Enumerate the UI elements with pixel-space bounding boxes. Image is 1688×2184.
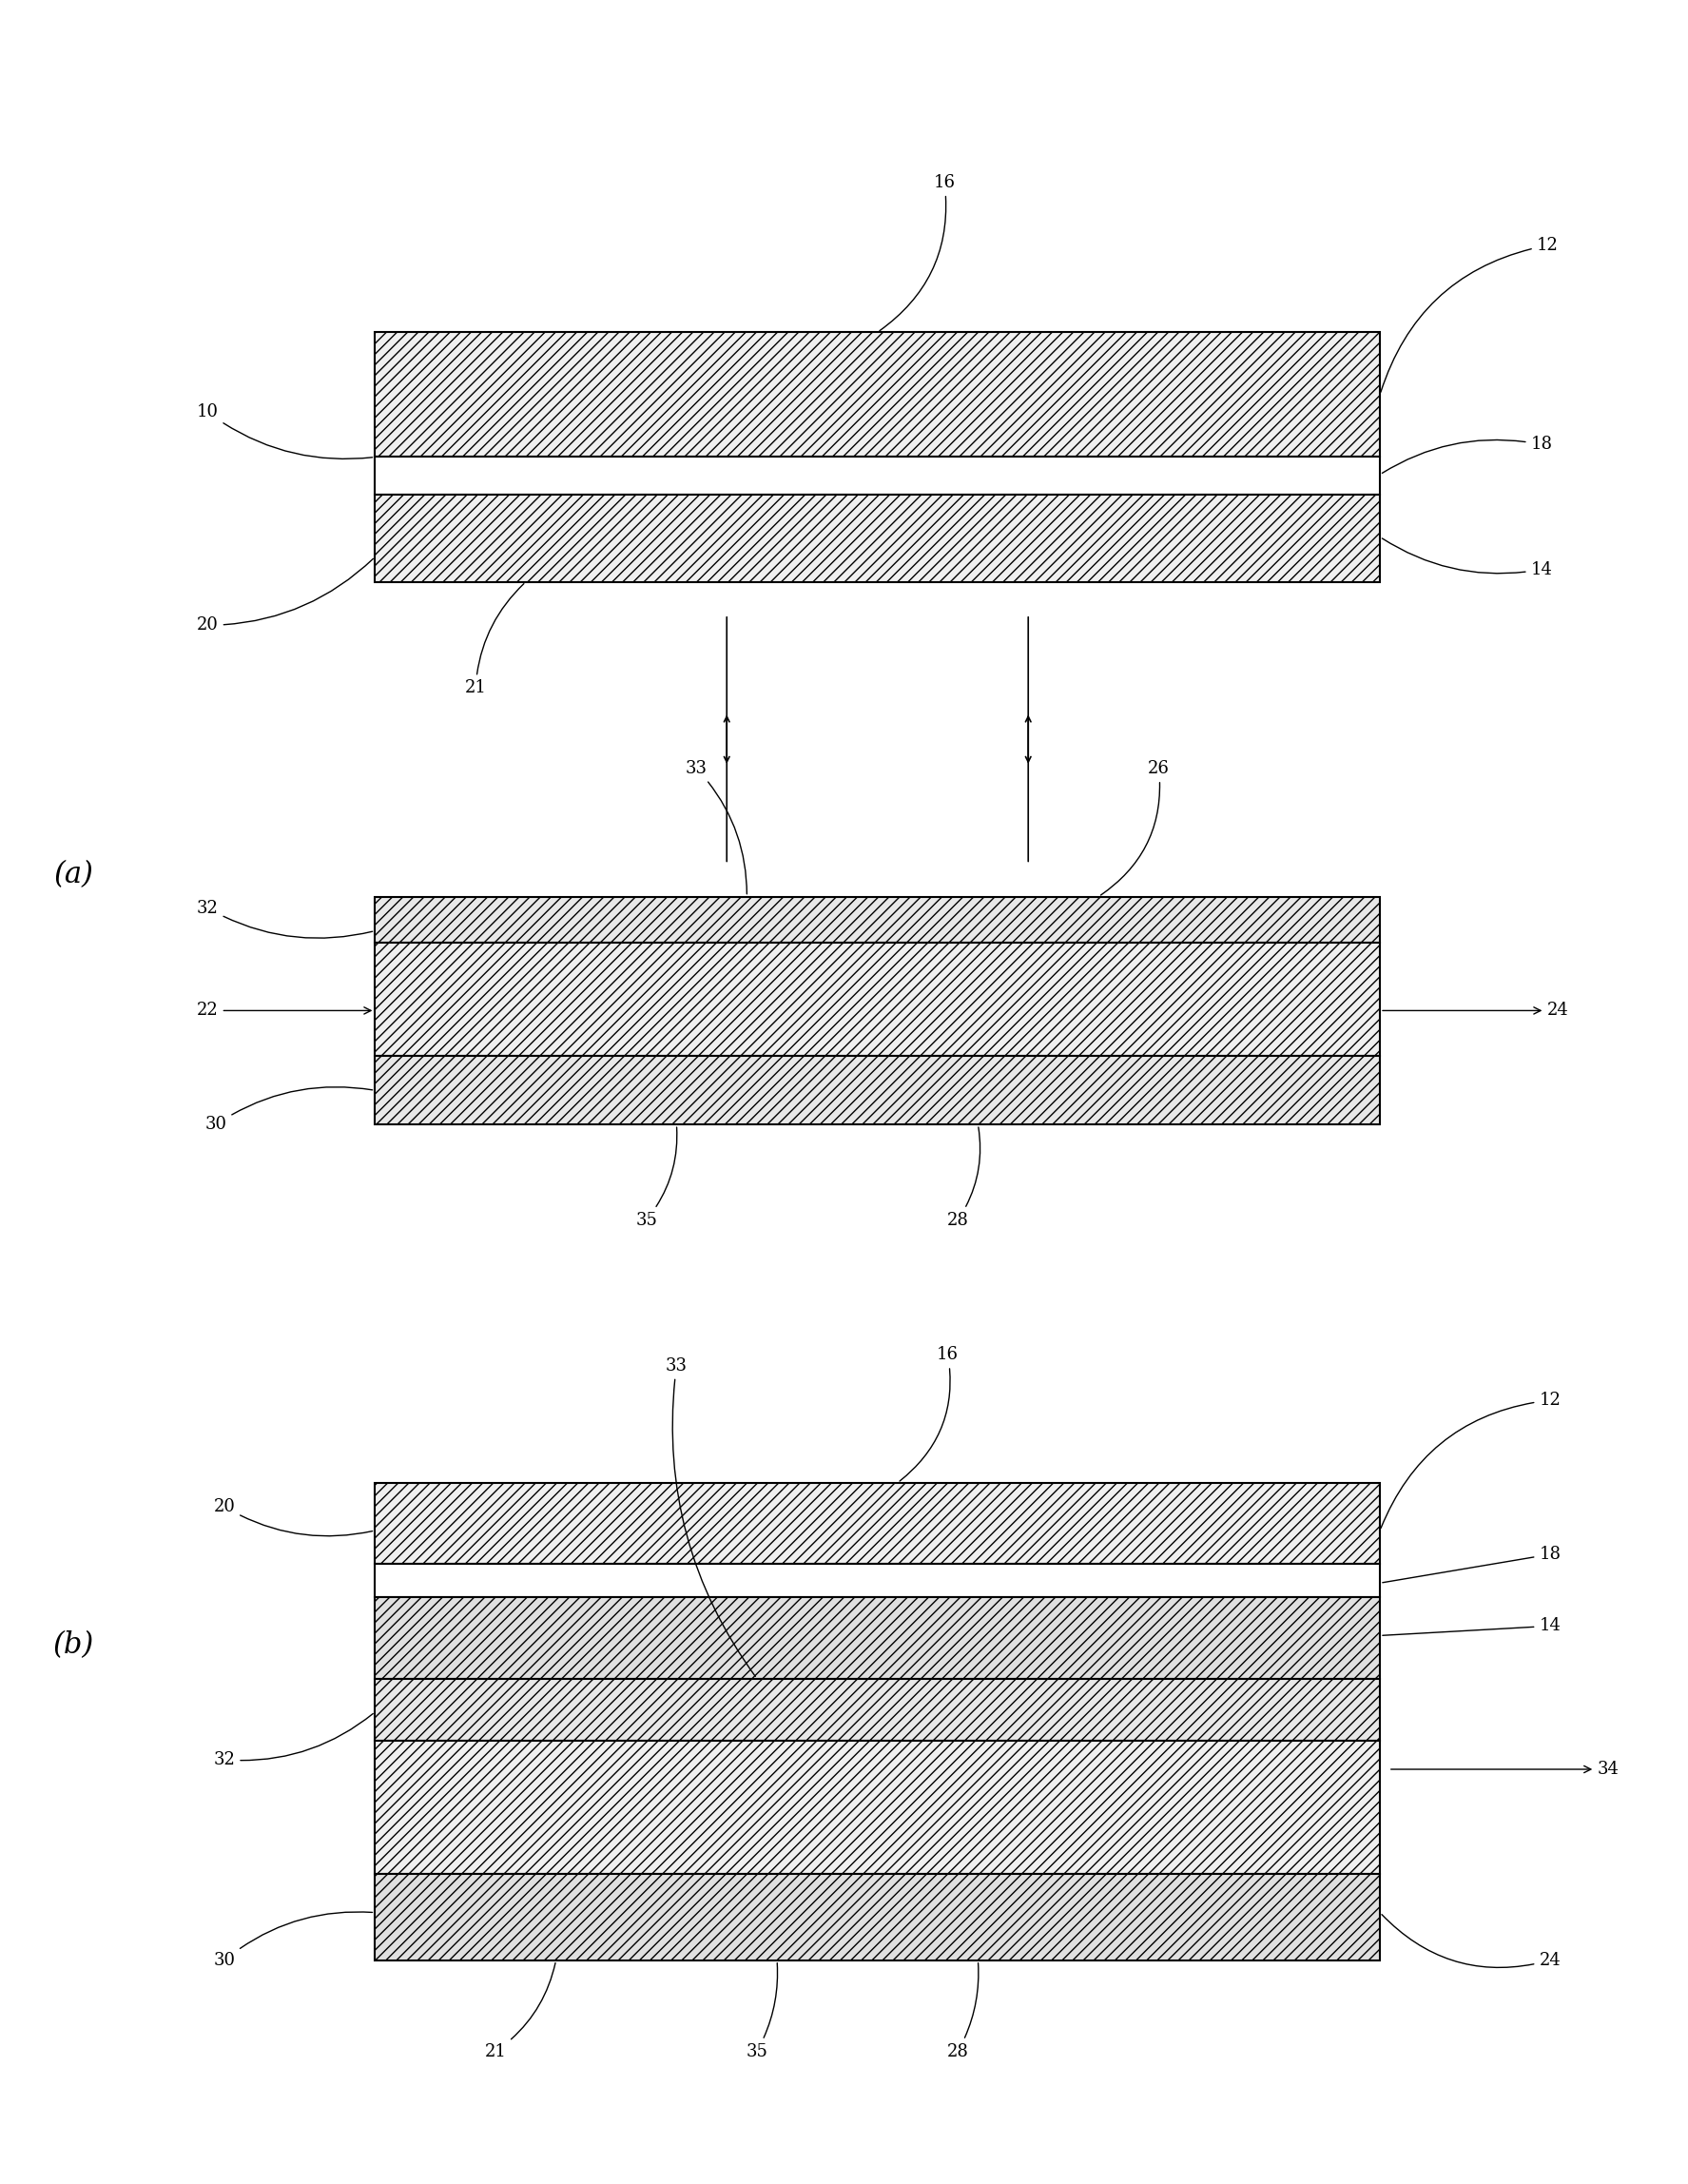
Text: 33: 33 (685, 760, 746, 893)
Text: 28: 28 (947, 1127, 981, 1230)
Text: 16: 16 (900, 1345, 959, 1481)
Text: 33: 33 (665, 1356, 755, 1677)
Bar (375, 1564, 1379, 1597)
Bar (375, 1741, 1379, 1874)
Bar (375, 898, 1379, 941)
Text: 28: 28 (947, 1963, 979, 2060)
Bar (375, 941, 1379, 1057)
Text: 32: 32 (213, 1714, 373, 1769)
Text: 30: 30 (204, 1088, 373, 1133)
Bar (375, 1483, 1379, 1564)
Text: 26: 26 (1101, 760, 1170, 895)
Bar (375, 456, 1379, 494)
Bar (375, 332, 1379, 456)
Text: 32: 32 (197, 900, 373, 939)
Text: 10: 10 (196, 404, 373, 459)
Text: 24: 24 (1382, 1915, 1561, 1970)
Text: 21: 21 (484, 1963, 555, 2060)
Text: 20: 20 (213, 1498, 373, 1535)
Text: 12: 12 (1381, 1391, 1561, 1529)
Text: 22: 22 (197, 1002, 371, 1020)
Text: (b): (b) (52, 1631, 95, 1660)
Text: 14: 14 (1382, 1618, 1561, 1636)
Text: 16: 16 (879, 175, 955, 330)
Text: 14: 14 (1382, 539, 1553, 579)
Bar (375, 494, 1379, 581)
Text: 18: 18 (1382, 437, 1553, 474)
Text: (a): (a) (54, 860, 93, 889)
Bar (375, 1597, 1379, 1679)
Text: 18: 18 (1382, 1546, 1561, 1583)
Text: 21: 21 (464, 583, 523, 697)
Bar (375, 1874, 1379, 1961)
Text: 30: 30 (213, 1911, 373, 1970)
Bar (375, 1679, 1379, 1741)
Text: 12: 12 (1381, 236, 1558, 393)
Text: 24: 24 (1382, 1002, 1570, 1020)
Text: 35: 35 (635, 1127, 677, 1230)
Text: 20: 20 (197, 559, 373, 633)
Text: 34: 34 (1391, 1760, 1619, 1778)
Text: 35: 35 (746, 1963, 778, 2060)
Bar (375, 1057, 1379, 1125)
